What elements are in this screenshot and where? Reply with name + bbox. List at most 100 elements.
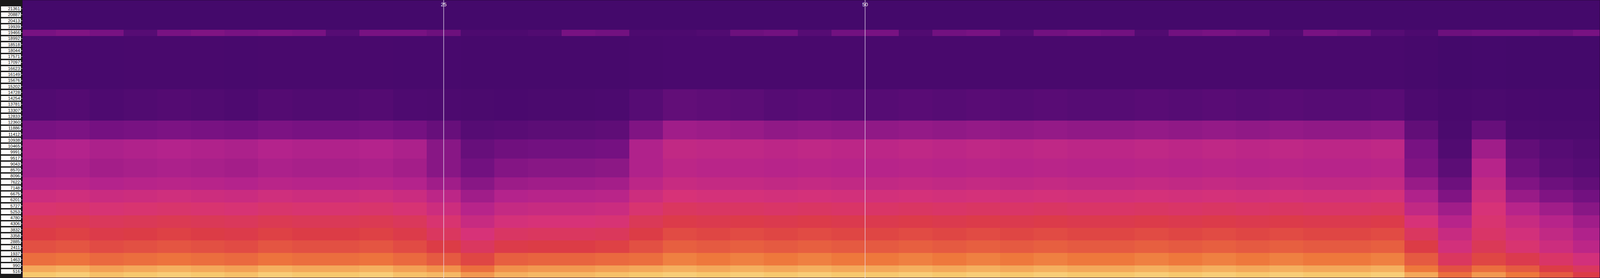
cell bbox=[1573, 0, 1600, 30]
y-tick-box bbox=[0, 232, 22, 238]
cell bbox=[359, 176, 394, 190]
cell bbox=[393, 120, 428, 140]
cell bbox=[494, 158, 529, 178]
cell bbox=[1573, 139, 1600, 159]
cell bbox=[1471, 0, 1506, 30]
y-tick-box bbox=[0, 6, 22, 12]
cell bbox=[1370, 139, 1405, 159]
cell bbox=[1438, 202, 1473, 216]
cell bbox=[898, 120, 933, 140]
cell bbox=[696, 29, 731, 37]
cell bbox=[359, 139, 394, 159]
cell bbox=[1539, 176, 1574, 190]
cell bbox=[1404, 120, 1439, 140]
cell bbox=[1471, 189, 1506, 203]
cell bbox=[325, 139, 360, 159]
cell bbox=[696, 120, 731, 140]
cell bbox=[662, 189, 697, 203]
y-tick-box bbox=[0, 184, 22, 191]
cell bbox=[1269, 214, 1304, 228]
cell bbox=[224, 265, 259, 272]
cell bbox=[190, 214, 225, 228]
y-tick-label: 19466 bbox=[7, 30, 20, 35]
cell bbox=[22, 158, 57, 178]
cell bbox=[730, 139, 765, 159]
cell bbox=[359, 158, 394, 178]
cell bbox=[662, 29, 697, 37]
cell bbox=[55, 202, 90, 216]
cell bbox=[662, 120, 697, 140]
cell bbox=[1100, 176, 1135, 190]
cell bbox=[292, 227, 327, 241]
cell bbox=[55, 252, 90, 266]
y-tick-box bbox=[0, 173, 22, 179]
cell bbox=[763, 202, 798, 216]
cell bbox=[190, 202, 225, 216]
cell bbox=[1100, 88, 1135, 121]
y-tick-box bbox=[0, 238, 22, 245]
cell bbox=[966, 120, 1001, 140]
cell bbox=[831, 35, 866, 90]
cell bbox=[359, 35, 394, 90]
cell bbox=[898, 139, 933, 159]
y-tick bbox=[21, 50, 23, 51]
cell bbox=[89, 0, 124, 30]
cell bbox=[1404, 214, 1439, 228]
cell bbox=[1168, 0, 1203, 30]
cell bbox=[157, 227, 192, 241]
cell bbox=[1000, 252, 1035, 266]
y-tick-box bbox=[0, 77, 22, 83]
cell bbox=[1100, 0, 1135, 30]
cell bbox=[258, 176, 293, 190]
cell bbox=[1505, 158, 1540, 178]
cell bbox=[831, 158, 866, 178]
y-tick-box bbox=[0, 71, 22, 78]
cell bbox=[359, 239, 394, 253]
cell bbox=[1168, 252, 1203, 266]
cell bbox=[89, 239, 124, 253]
cell bbox=[460, 139, 495, 159]
y-tick bbox=[21, 20, 23, 21]
cell bbox=[730, 265, 765, 272]
cell bbox=[1370, 158, 1405, 178]
cell bbox=[1573, 252, 1600, 266]
cell bbox=[1303, 202, 1338, 216]
y-tick-box bbox=[0, 12, 22, 18]
cell bbox=[460, 214, 495, 228]
cell bbox=[966, 0, 1001, 30]
cell bbox=[1573, 227, 1600, 241]
cell bbox=[966, 29, 1001, 37]
cell bbox=[292, 139, 327, 159]
cell bbox=[1269, 158, 1304, 178]
cell bbox=[224, 214, 259, 228]
cell bbox=[730, 29, 765, 37]
cell bbox=[258, 271, 293, 278]
cell bbox=[1573, 189, 1600, 203]
cell bbox=[797, 189, 832, 203]
y-tick bbox=[21, 68, 23, 69]
y-tick bbox=[21, 14, 23, 15]
cell bbox=[1134, 0, 1169, 30]
cell bbox=[224, 239, 259, 253]
cell bbox=[1303, 176, 1338, 190]
cell bbox=[190, 227, 225, 241]
y-tick-box bbox=[0, 125, 22, 131]
cell bbox=[595, 120, 630, 140]
cell bbox=[190, 176, 225, 190]
cell bbox=[1269, 176, 1304, 190]
cell bbox=[1235, 35, 1270, 90]
cell bbox=[1100, 189, 1135, 203]
cell bbox=[865, 88, 900, 121]
y-tick bbox=[21, 62, 23, 63]
cell bbox=[325, 265, 360, 272]
cell bbox=[797, 35, 832, 90]
y-tick bbox=[21, 205, 23, 206]
y-tick-label: 9043 bbox=[10, 161, 20, 167]
cell bbox=[292, 88, 327, 121]
cell bbox=[1337, 189, 1372, 203]
cell bbox=[190, 265, 225, 272]
cell bbox=[662, 239, 697, 253]
y-tick bbox=[21, 44, 23, 45]
cell bbox=[89, 227, 124, 241]
cell bbox=[527, 202, 563, 216]
